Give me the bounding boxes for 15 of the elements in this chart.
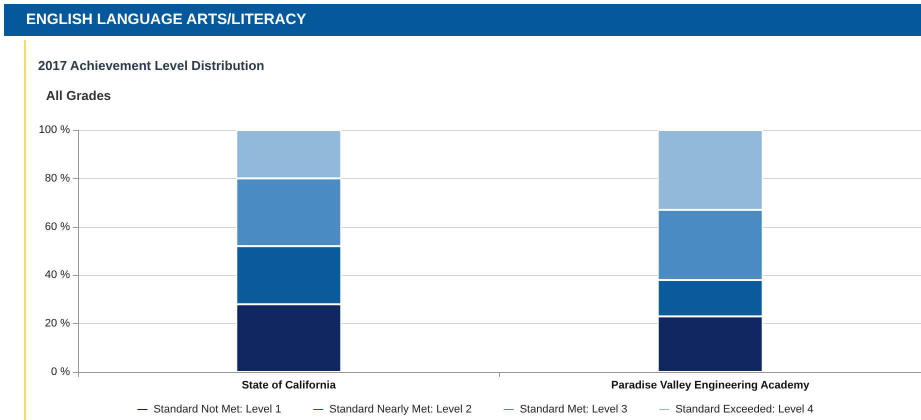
y-tick-label: 40 % — [44, 269, 70, 282]
y-tick-label: 60 % — [44, 220, 70, 233]
y-tick-label: 100 % — [38, 124, 70, 136]
legend-label: Standard Met: Level 3 — [520, 404, 628, 416]
x-tick-label: Paradise Valley Engineering Academy — [611, 380, 810, 392]
x-tick-label: State of California — [242, 380, 337, 392]
legend-label: Standard Exceeded: Level 4 — [675, 404, 814, 416]
y-tick-label: 20 % — [44, 318, 70, 330]
y-tick-label: 80 % — [44, 172, 70, 184]
chart-subtitle: 2017 Achievement Level Distribution — [38, 58, 264, 73]
legend-label: Standard Not Met: Level 1 — [153, 404, 282, 416]
legend-label: Standard Nearly Met: Level 2 — [329, 404, 472, 416]
chart-title: ENGLISH LANGUAGE ARTS/LITERACY — [4, 4, 921, 36]
text: All Grades — [46, 88, 112, 103]
y-tick-label: 0 % — [51, 366, 70, 378]
